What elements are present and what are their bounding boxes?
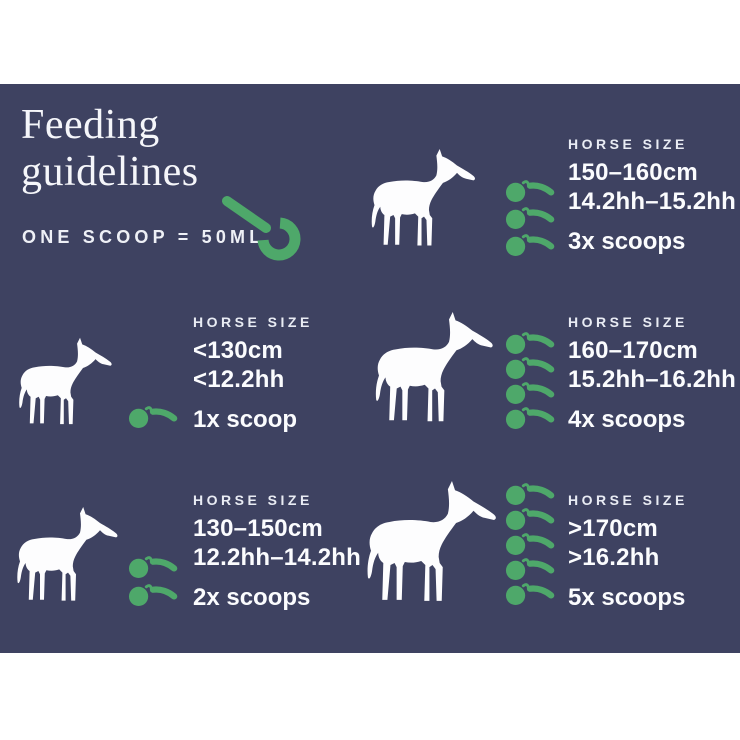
scoop-stack	[128, 554, 178, 607]
scoop-icon	[222, 196, 301, 261]
horse-size-label: HORSE SIZE	[193, 492, 313, 508]
scoop-quantity-label: 3x scoops	[568, 228, 686, 255]
feeding-guidelines-poster: Feeding guidelines ONE SCOOP = 50ML HORS…	[0, 84, 740, 653]
horse-size-label: HORSE SIZE	[568, 314, 688, 330]
hands-range: 12.2hh–14.2hh	[193, 544, 362, 571]
height-range: 150–160cm	[568, 159, 698, 186]
title-line-1: Feeding	[21, 102, 160, 148]
horse-size-label: HORSE SIZE	[193, 314, 313, 330]
scoop-icon	[505, 506, 555, 531]
size-info: HORSE SIZE 160–170cm 15.2hh–16.2hh 4x sc…	[568, 313, 736, 434]
scoop-quantity-label: 2x scoops	[193, 584, 311, 611]
scoop-stack	[505, 178, 555, 257]
scoop-icon	[128, 404, 178, 429]
hands-range: <12.2hh	[193, 366, 285, 393]
scoop-icon	[505, 205, 555, 230]
scoop-icon	[505, 531, 555, 556]
height-range: 160–170cm	[568, 337, 698, 364]
horse-icon	[364, 481, 501, 604]
horse-icon	[16, 503, 120, 607]
scoop-stack	[128, 404, 178, 429]
scoop-icon	[505, 481, 555, 506]
scoop-quantity-label: 5x scoops	[568, 584, 686, 611]
horse-icon	[368, 149, 480, 248]
height-range: >170cm	[568, 515, 658, 542]
scoop-icon	[505, 355, 555, 380]
horse-size-label: HORSE SIZE	[568, 492, 688, 508]
horse-icon	[370, 312, 500, 424]
title-line-2: guidelines	[21, 149, 199, 195]
scoop-icon	[128, 582, 178, 607]
scoop-icon	[505, 380, 555, 405]
hands-range: >16.2hh	[568, 544, 660, 571]
scoop-stack	[505, 330, 555, 430]
scoop-icon	[505, 330, 555, 355]
scoop-icon	[505, 178, 555, 203]
scoop-icon	[505, 405, 555, 430]
scoop-icon	[505, 556, 555, 581]
scoop-legend-label: ONE SCOOP = 50ML	[22, 227, 265, 247]
height-range: <130cm	[193, 337, 283, 364]
height-range: 130–150cm	[193, 515, 323, 542]
hands-range: 15.2hh–16.2hh	[568, 366, 737, 393]
scoop-quantity-label: 4x scoops	[568, 406, 686, 433]
size-info: HORSE SIZE 130–150cm 12.2hh–14.2hh 2x sc…	[193, 491, 361, 612]
page-title: Feeding guidelines	[21, 102, 199, 196]
size-info: HORSE SIZE <130cm <12.2hh 1x scoop	[193, 313, 313, 434]
scoop-icon	[128, 554, 178, 579]
scoop-icon	[505, 232, 555, 257]
scoop-icon	[505, 581, 555, 606]
horse-size-label: HORSE SIZE	[568, 136, 688, 152]
scoop-quantity-label: 1x scoop	[193, 406, 298, 433]
hands-range: 14.2hh–15.2hh	[568, 188, 737, 215]
size-info: HORSE SIZE 150–160cm 14.2hh–15.2hh 3x sc…	[568, 135, 736, 256]
size-info: HORSE SIZE >170cm >16.2hh 5x scoops	[568, 491, 688, 612]
horse-icon	[18, 337, 114, 427]
scoop-stack	[505, 481, 555, 606]
